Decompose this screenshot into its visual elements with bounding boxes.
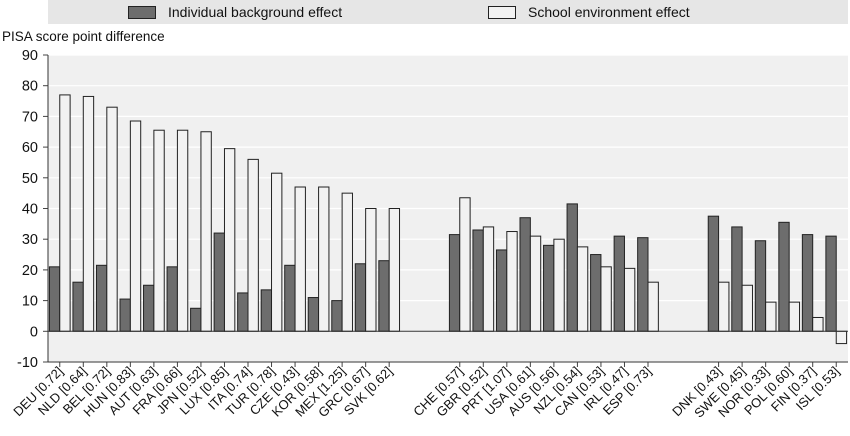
bar-individual [213,232,225,332]
bar-school [788,301,801,332]
bar-individual [543,244,555,332]
bar-school [718,281,730,332]
bar-individual [754,240,767,332]
bar-school [129,120,142,332]
y-tick-label: 30 [22,232,38,248]
bar-individual [331,300,343,332]
bar-school [82,95,95,332]
bar-individual [778,221,790,332]
bar-school [247,158,259,332]
y-tick-label: 80 [22,79,38,95]
bar-individual [613,235,625,332]
legend: Individual background effect School envi… [48,0,848,24]
bar-school [741,284,753,332]
bar-school [553,238,565,332]
legend-label-school: School environment effect [528,4,690,20]
y-tick-label: 60 [22,140,38,156]
y-tick-label: 70 [22,109,38,125]
bar-individual [260,289,273,332]
bar-individual [825,235,837,332]
bar-school [365,208,377,332]
y-tick-label: 40 [22,202,38,218]
bar-individual [472,229,484,332]
bar-school [529,235,542,332]
legend-item-individual: Individual background effect [128,3,342,21]
bar-individual [284,264,296,332]
y-tick-label: -10 [17,355,38,371]
bar-school [271,172,283,332]
bar-school [835,330,848,345]
bar-school [482,226,495,332]
bar-school [341,192,353,332]
bar-school [765,301,777,332]
bar-school [176,129,189,332]
bar-school [153,129,165,332]
bar-school [106,106,118,332]
y-tick-label: 50 [22,171,38,187]
bar-individual [590,254,602,332]
bar-individual [119,298,131,332]
bar-school [388,208,401,332]
legend-item-school: School environment effect [488,3,690,21]
bar-individual [237,292,249,332]
legend-swatch-school [488,5,516,19]
bar-individual [143,284,155,332]
bar-school [318,186,330,332]
bar-individual [566,203,578,332]
bar-individual [707,215,720,332]
bar-individual [519,217,531,332]
bar-individual [731,226,743,332]
bar-school [200,131,212,332]
bar-school [600,266,612,332]
legend-swatch-individual [128,5,156,19]
y-tick-label: 90 [22,48,38,64]
bar-school [294,186,306,332]
bar-individual [448,234,461,332]
bar-individual [637,237,649,332]
bar-school [623,267,636,332]
bar-school [459,197,471,332]
bar-individual [190,307,202,332]
bar-school [576,246,589,332]
bar-individual [495,249,508,332]
bar-individual [95,264,108,332]
bar-school [812,316,824,332]
legend-label-individual: Individual background effect [168,4,343,20]
bar-individual [166,266,178,332]
bar-individual [48,266,61,332]
bar-individual [378,260,390,332]
bar-individual [801,234,814,332]
y-axis-label: PISA score point difference [2,29,165,44]
bar-school [59,94,71,332]
bar-individual [72,281,84,332]
bar-school [506,231,518,332]
y-tick-label: 10 [22,294,38,310]
bar-school [647,281,659,332]
bar-individual [354,263,367,332]
bar-school [223,148,236,332]
bar-individual [307,297,320,332]
y-tick-label: 20 [22,263,38,279]
y-tick-label: 0 [30,324,38,340]
